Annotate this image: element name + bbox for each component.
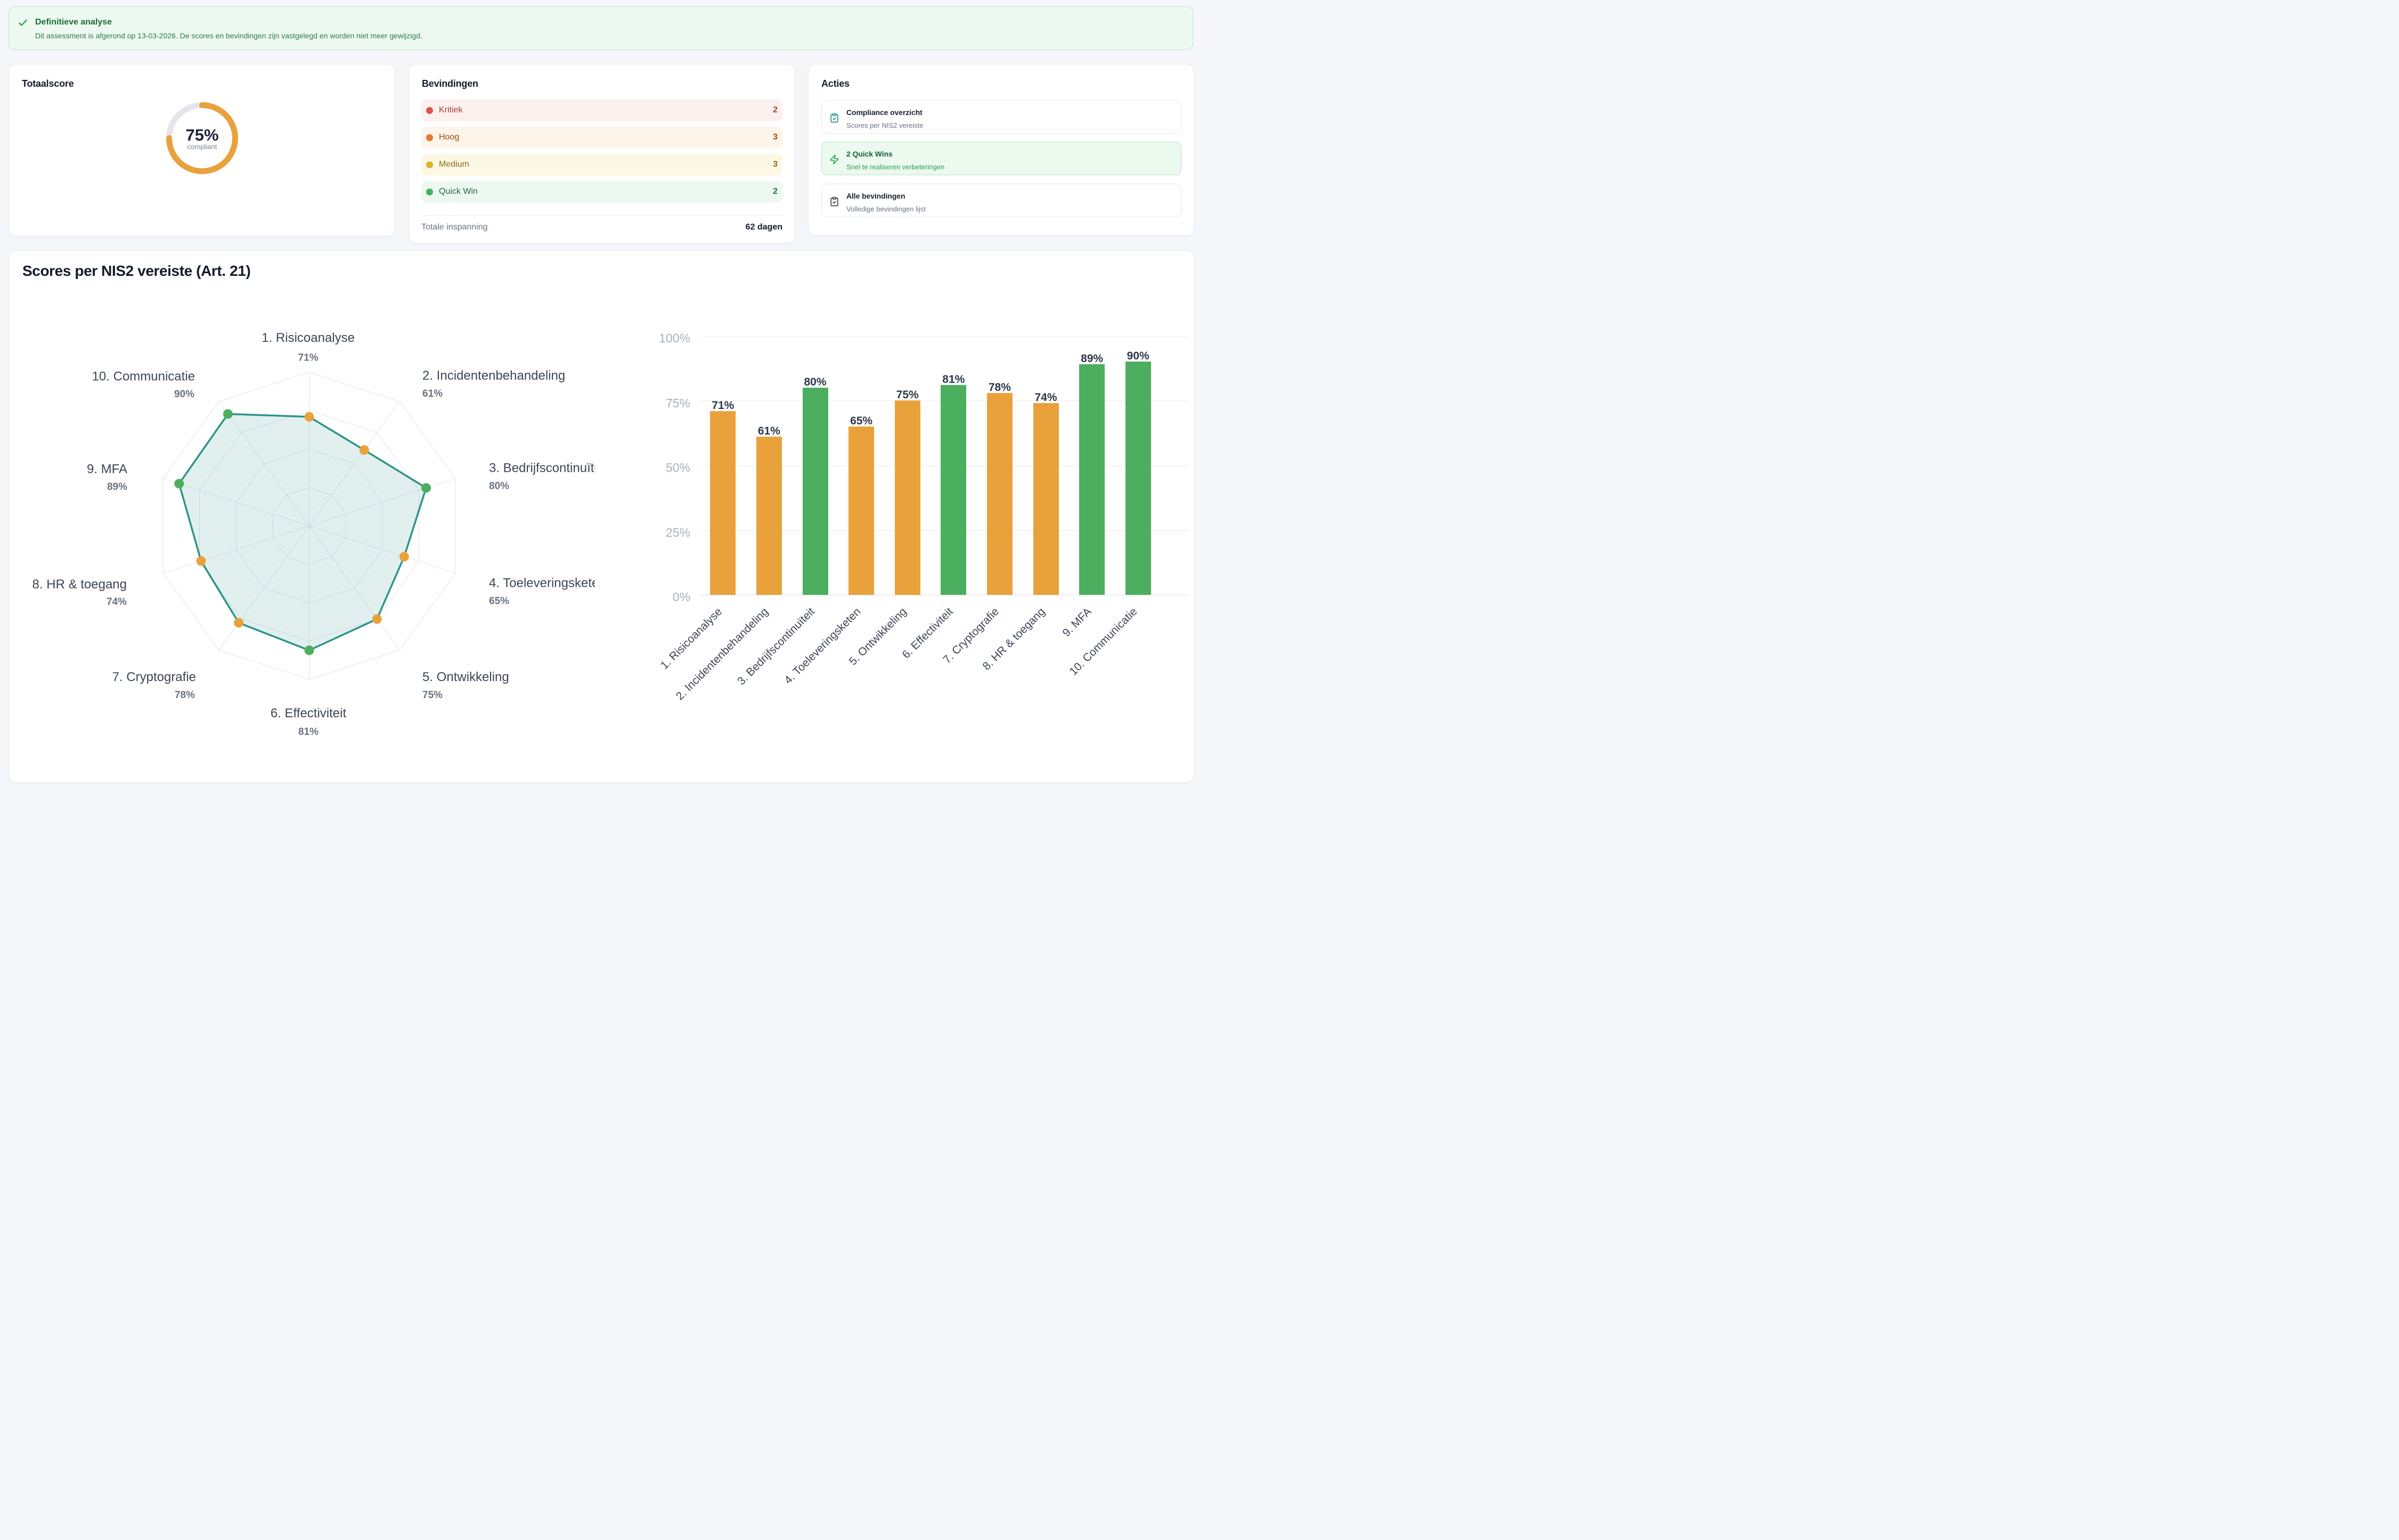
svg-text:7. Cryptografie: 7. Cryptografie xyxy=(112,670,196,684)
svg-text:3. Bedrijfscontinuïteit: 3. Bedrijfscontinuïteit xyxy=(489,461,595,476)
svg-text:2. Incidentenbehandeling: 2. Incidentenbehandeling xyxy=(422,368,565,383)
svg-text:9. MFA: 9. MFA xyxy=(87,462,127,477)
svg-text:5. Ontwikkeling: 5. Ontwikkeling xyxy=(422,670,509,684)
svg-text:89%: 89% xyxy=(107,481,127,493)
svg-text:4. Toeleveringsketen: 4. Toeleveringsketen xyxy=(489,576,595,591)
svg-text:75%: 75% xyxy=(422,690,443,701)
svg-text:10. Communicatie: 10. Communicatie xyxy=(92,370,195,384)
svg-text:74%: 74% xyxy=(107,596,127,608)
svg-text:80%: 80% xyxy=(489,481,509,492)
svg-text:71%: 71% xyxy=(298,353,319,364)
svg-text:81%: 81% xyxy=(298,726,319,738)
svg-text:8. HR & toegang: 8. HR & toegang xyxy=(32,577,127,592)
svg-text:90%: 90% xyxy=(174,389,194,400)
svg-text:65%: 65% xyxy=(489,596,509,607)
svg-text:6. Effectiviteit: 6. Effectiviteit xyxy=(271,706,347,720)
svg-text:61%: 61% xyxy=(422,388,443,399)
svg-text:78%: 78% xyxy=(175,690,195,701)
svg-text:1. Risicoanalyse: 1. Risicoanalyse xyxy=(262,331,355,345)
